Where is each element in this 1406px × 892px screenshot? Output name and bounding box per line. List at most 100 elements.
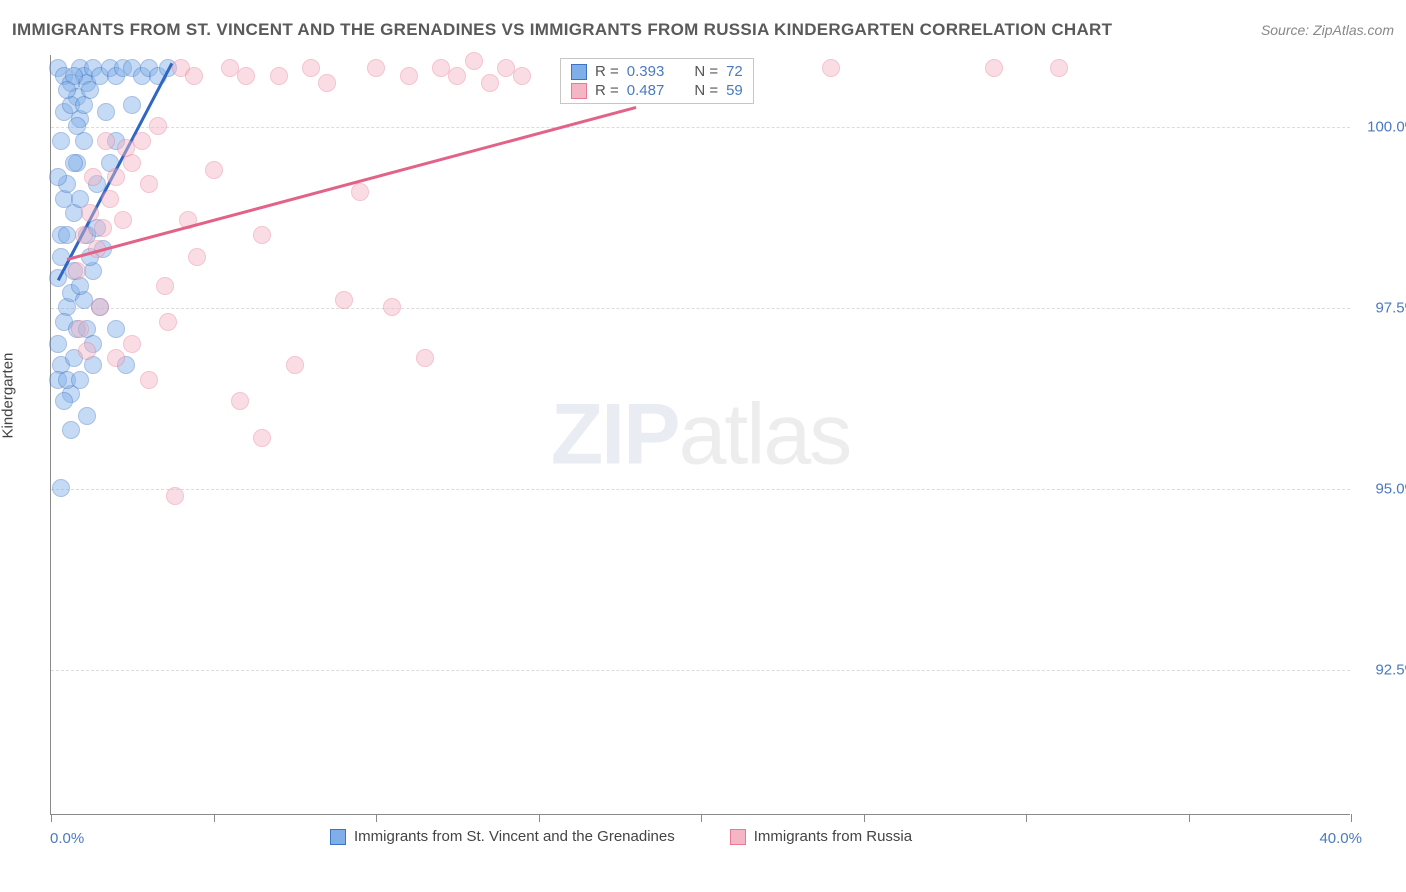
scatter-point-rus	[188, 248, 206, 266]
scatter-point-rus	[270, 67, 288, 85]
scatter-point-rus	[400, 67, 418, 85]
scatter-point-rus	[81, 204, 99, 222]
scatter-point-svg	[78, 407, 96, 425]
scatter-point-rus	[166, 487, 184, 505]
scatter-point-svg	[107, 320, 125, 338]
x-tick	[864, 814, 865, 822]
chart-title: IMMIGRANTS FROM ST. VINCENT AND THE GREN…	[12, 20, 1112, 40]
scatter-point-rus	[114, 211, 132, 229]
y-tick-label: 95.0%	[1375, 481, 1406, 498]
gridline-h	[51, 127, 1350, 128]
scatter-point-rus	[1050, 59, 1068, 77]
scatter-point-rus	[140, 175, 158, 193]
x-tick	[1351, 814, 1352, 822]
scatter-point-rus	[205, 161, 223, 179]
x-tick	[51, 814, 52, 822]
scatter-point-rus	[481, 74, 499, 92]
legend-swatch-rus	[730, 829, 746, 845]
watermark-zip: ZIP	[551, 386, 679, 482]
legend-item-svg: Immigrants from St. Vincent and the Gren…	[330, 828, 675, 845]
stats-box: R =0.393N =72R =0.487N =59	[560, 58, 754, 104]
scatter-point-rus	[302, 59, 320, 77]
scatter-point-rus	[513, 67, 531, 85]
y-axis-title: Kindergarten	[0, 353, 17, 439]
stats-swatch-svg	[571, 64, 587, 80]
stats-n-value: 59	[726, 82, 743, 99]
scatter-point-svg	[52, 132, 70, 150]
scatter-point-rus	[159, 313, 177, 331]
scatter-point-rus	[351, 183, 369, 201]
scatter-point-rus	[237, 67, 255, 85]
header: IMMIGRANTS FROM ST. VINCENT AND THE GREN…	[12, 20, 1394, 40]
scatter-point-svg	[68, 117, 86, 135]
scatter-point-rus	[185, 67, 203, 85]
x-tick	[1026, 814, 1027, 822]
legend-swatch-svg	[330, 829, 346, 845]
watermark: ZIPatlas	[551, 385, 850, 484]
watermark-atlas: atlas	[679, 386, 851, 482]
stats-n-label: N =	[694, 63, 718, 80]
scatter-point-rus	[133, 132, 151, 150]
scatter-point-svg	[52, 479, 70, 497]
legend: Immigrants from St. Vincent and the Gren…	[330, 828, 912, 845]
x-axis-min-label: 0.0%	[50, 830, 84, 847]
scatter-point-rus	[448, 67, 466, 85]
legend-item-rus: Immigrants from Russia	[730, 828, 912, 845]
scatter-point-rus	[416, 349, 434, 367]
legend-label-rus: Immigrants from Russia	[754, 828, 912, 845]
scatter-point-rus	[78, 342, 96, 360]
scatter-point-rus	[231, 392, 249, 410]
scatter-point-rus	[71, 320, 89, 338]
scatter-point-rus	[253, 429, 271, 447]
y-tick-label: 92.5%	[1375, 662, 1406, 679]
scatter-point-rus	[318, 74, 336, 92]
scatter-point-svg	[49, 335, 67, 353]
scatter-point-rus	[123, 335, 141, 353]
x-tick	[376, 814, 377, 822]
stats-row-rus: R =0.487N =59	[571, 82, 743, 99]
scatter-point-rus	[75, 226, 93, 244]
scatter-point-rus	[140, 371, 158, 389]
scatter-point-rus	[117, 139, 135, 157]
scatter-point-rus	[156, 277, 174, 295]
legend-label-svg: Immigrants from St. Vincent and the Gren…	[354, 828, 675, 845]
scatter-point-rus	[335, 291, 353, 309]
y-tick-label: 100.0%	[1367, 119, 1406, 136]
scatter-point-rus	[91, 298, 109, 316]
scatter-point-rus	[465, 52, 483, 70]
scatter-point-rus	[367, 59, 385, 77]
y-tick-label: 97.5%	[1375, 300, 1406, 317]
chart-plot-area: ZIPatlas 92.5%95.0%97.5%100.0%	[50, 55, 1350, 815]
gridline-h	[51, 489, 1350, 490]
scatter-point-rus	[94, 219, 112, 237]
stats-r-label: R =	[595, 82, 619, 99]
source-label: Source: ZipAtlas.com	[1261, 22, 1394, 38]
scatter-point-svg	[62, 421, 80, 439]
scatter-point-svg	[58, 81, 76, 99]
scatter-point-rus	[822, 59, 840, 77]
gridline-h	[51, 308, 1350, 309]
scatter-point-svg	[55, 392, 73, 410]
x-tick	[214, 814, 215, 822]
stats-r-label: R =	[595, 63, 619, 80]
scatter-point-rus	[985, 59, 1003, 77]
scatter-point-rus	[383, 298, 401, 316]
scatter-point-svg	[81, 81, 99, 99]
scatter-point-svg	[123, 96, 141, 114]
stats-row-svg: R =0.393N =72	[571, 63, 743, 80]
scatter-point-rus	[107, 349, 125, 367]
gridline-h	[51, 670, 1350, 671]
stats-n-label: N =	[694, 82, 718, 99]
scatter-point-rus	[107, 168, 125, 186]
scatter-point-svg	[97, 103, 115, 121]
scatter-point-rus	[84, 168, 102, 186]
stats-swatch-rus	[571, 83, 587, 99]
stats-n-value: 72	[726, 63, 743, 80]
scatter-point-svg	[49, 168, 67, 186]
x-tick	[701, 814, 702, 822]
scatter-point-rus	[149, 117, 167, 135]
scatter-point-rus	[97, 132, 115, 150]
scatter-point-rus	[68, 262, 86, 280]
scatter-point-rus	[286, 356, 304, 374]
scatter-point-svg	[71, 371, 89, 389]
